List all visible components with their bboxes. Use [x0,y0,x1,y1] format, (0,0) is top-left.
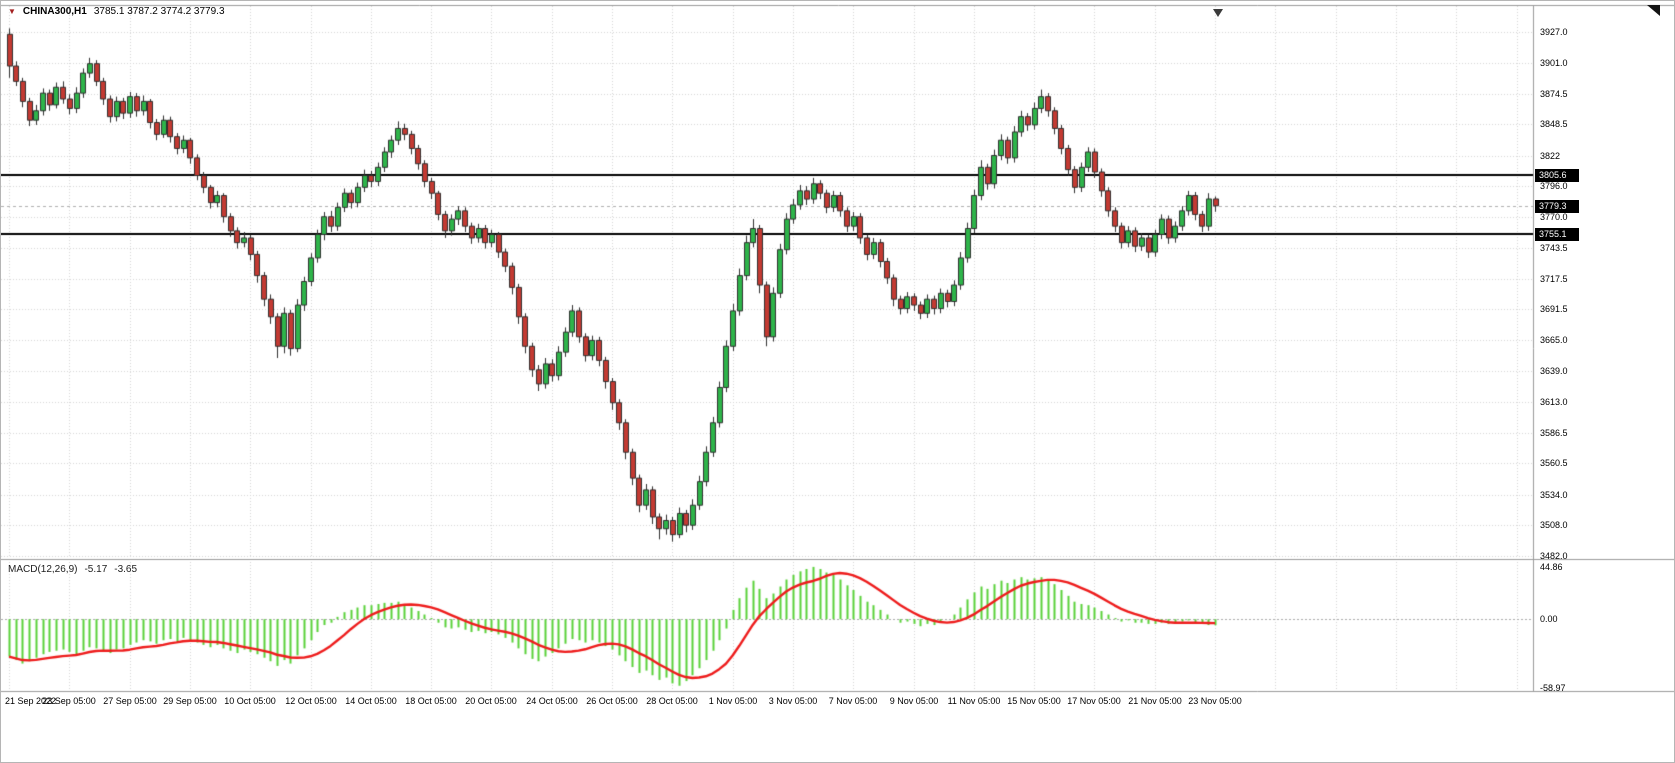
time-tick-label: 21 Sep 2022 [5,696,57,706]
macd-signal-value: -3.65 [114,564,138,575]
time-tick-label: 24 Oct 05:00 [526,696,578,706]
price-tick-label: 3848.5 [1540,119,1568,130]
time-axis[interactable]: 21 Sep 2022 23 Sep 05:00 27 Sep 05:00 29 Se… [1,692,1533,714]
time-tick-label: 21 Nov 05:00 [1128,696,1182,706]
price-tick-label: 3874.5 [1540,88,1568,99]
price-tick-label: 3927.0 [1540,26,1568,37]
symbol-timeframe-label: CHINA300,H1 [22,6,87,17]
time-tick-label: 3 Nov 05:00 [768,696,818,706]
price-tick-label: 3482.0 [1540,550,1568,561]
price-axis[interactable]: 3927.0 3901.0 3874.5 3848.5 3822 3796.0 3770.0… [1533,1,1674,694]
time-tick-label: 18 Oct 05:00 [405,696,457,706]
chart-shift-marker[interactable] [1213,9,1223,17]
price-hline-tag: 3755.1 [1535,228,1579,242]
time-tick-label: 10 Oct 05:00 [224,696,276,706]
scroll-corner-icon[interactable] [1647,5,1660,16]
time-tick-label: 23 Nov 05:00 [1188,696,1242,706]
time-tick-label: 12 Oct 05:00 [285,696,337,706]
price-tick-label: 3770.0 [1540,211,1568,222]
chart-header: ▼ CHINA300,H1 3785.1 3787.2 3774.2 3779.… [8,6,225,17]
price-tick-label: 3822 [1540,150,1561,161]
time-tick-label: 26 Oct 05:00 [586,696,638,706]
time-tick-label: 15 Nov 05:00 [1007,696,1061,706]
price-tick-label: 3586.5 [1540,427,1568,438]
ohlc-readout: 3785.1 3787.2 3774.2 3779.3 [93,6,225,17]
time-tick-label: 1 Nov 05:00 [708,696,758,706]
macd-name-label: MACD(12,26,9) [8,564,78,575]
time-tick-label: 7 Nov 05:00 [828,696,878,706]
price-tick-label: 3691.5 [1540,304,1568,315]
price-tick-label: 3717.5 [1540,273,1568,284]
price-tick-label: 3796.0 [1540,181,1568,192]
macd-tick-label: 0.00 [1540,614,1558,625]
time-tick-label: 20 Oct 05:00 [465,696,517,706]
time-tick-label: 17 Nov 05:00 [1067,696,1121,706]
down-triangle-icon: ▼ [8,6,16,16]
price-bid-tag: 3779.3 [1535,199,1579,213]
price-hline-tag: 3805.6 [1535,168,1579,182]
price-tick-label: 3613.0 [1540,396,1568,407]
price-tick-label: 3534.0 [1540,489,1568,500]
price-tick-label: 3508.0 [1540,520,1568,531]
time-tick-label: 29 Sep 05:00 [163,696,217,706]
macd-tick-label: -58.97 [1540,683,1566,694]
price-tick-label: 3665.0 [1540,335,1568,346]
macd-indicator-label: MACD(12,26,9) -5.17 -3.65 [8,564,137,575]
time-tick-label: 11 Nov 05:00 [947,696,1001,706]
time-tick-label: 27 Sep 05:00 [103,696,157,706]
price-tick-label: 3743.5 [1540,242,1568,253]
macd-main-value: -5.17 [84,564,108,575]
time-tick-label: 9 Nov 05:00 [889,696,939,706]
price-tick-label: 3639.0 [1540,365,1568,376]
time-tick-label: 14 Oct 05:00 [345,696,397,706]
macd-tick-label: 44.86 [1540,561,1563,572]
price-tick-label: 3901.0 [1540,57,1568,68]
time-tick-label: 28 Oct 05:00 [646,696,698,706]
time-tick-label: 23 Sep 05:00 [42,696,96,706]
price-tick-label: 3560.5 [1540,458,1568,469]
